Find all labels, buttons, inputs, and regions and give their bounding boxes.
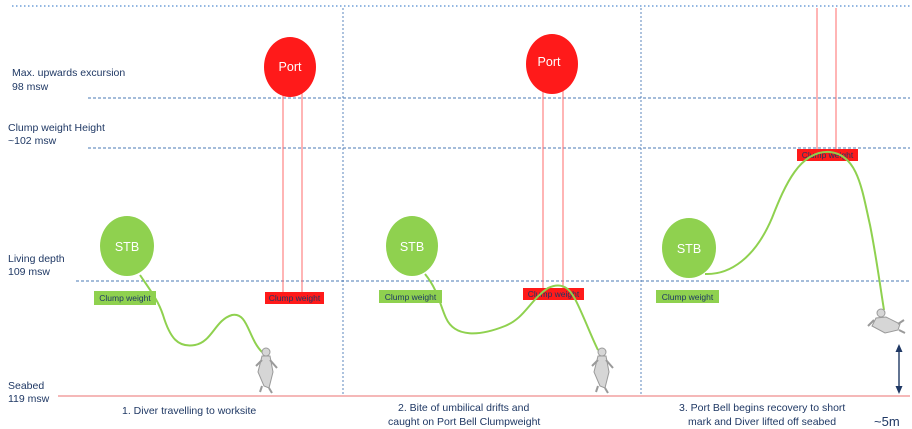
clump-weight-height-label: Clump weight Height — [8, 122, 105, 134]
panel-1: Port Clump weight STB Clump weight 1. Di… — [94, 37, 324, 417]
lift-height-label: ~5m — [874, 414, 900, 429]
stb-bell-label: STB — [400, 240, 424, 254]
living-depth-depth: 109 msw — [8, 266, 50, 278]
living-depth-label: Living depth — [8, 253, 65, 265]
port-clump-weight-label: Clump weight — [528, 289, 580, 299]
panel-3-caption-line-2: mark and Diver lifted off seabed — [688, 416, 836, 428]
port-clump-weight — [797, 149, 858, 161]
diver-figure — [255, 347, 278, 394]
seabed-depth: 119 msw — [8, 393, 50, 405]
port-bell — [264, 37, 316, 97]
port-bell-label: Port — [279, 60, 302, 74]
stb-bell — [662, 218, 716, 278]
upwards-excursion-label: Max. upwards excursion — [12, 67, 125, 79]
stb-bell-label: STB — [677, 242, 701, 256]
stb-clump-weight-label: Clump weight — [385, 292, 437, 302]
stb-clump-weight — [94, 291, 156, 305]
port-bell — [526, 34, 578, 94]
panel-2-caption-line-1: 2. Bite of umbilical drifts and — [398, 402, 529, 414]
clump-weight-height-depth: ~102 msw — [8, 135, 57, 147]
stb-clump-weight — [656, 290, 719, 303]
diver-figure — [867, 308, 906, 334]
stb-bell — [386, 216, 438, 276]
port-bell-label: Port — [538, 55, 561, 69]
stb-bell-label: STB — [115, 240, 139, 254]
panel-2: Port Clump weight STB Clump weight 2. Bi… — [379, 34, 614, 428]
umbilical — [424, 273, 599, 351]
panel-1-caption: 1. Diver travelling to worksite — [122, 405, 256, 417]
panel-3-caption-line-1: 3. Port Bell begins recovery to short — [679, 402, 845, 414]
diver-figure — [591, 347, 614, 394]
stb-clump-weight-label: Clump weight — [99, 293, 151, 303]
stb-bell — [100, 216, 154, 276]
panel-3: Clump weight STB Clump weight ~5m 3. Por… — [656, 8, 906, 429]
upwards-excursion-depth: 98 msw — [12, 81, 49, 93]
port-clump-weight-label: Clump weight — [802, 150, 854, 160]
port-clump-weight-label: Clump weight — [269, 293, 321, 303]
seabed-label: Seabed — [8, 380, 44, 392]
stb-clump-weight-label: Clump weight — [662, 292, 714, 302]
lift-height-arrow — [895, 344, 903, 394]
umbilical — [139, 274, 263, 353]
stb-clump-weight — [379, 290, 442, 303]
umbilical — [704, 150, 885, 311]
port-clump-weight — [265, 292, 324, 304]
panel-2-caption-line-2: caught on Port Bell Clumpweight — [388, 416, 540, 428]
